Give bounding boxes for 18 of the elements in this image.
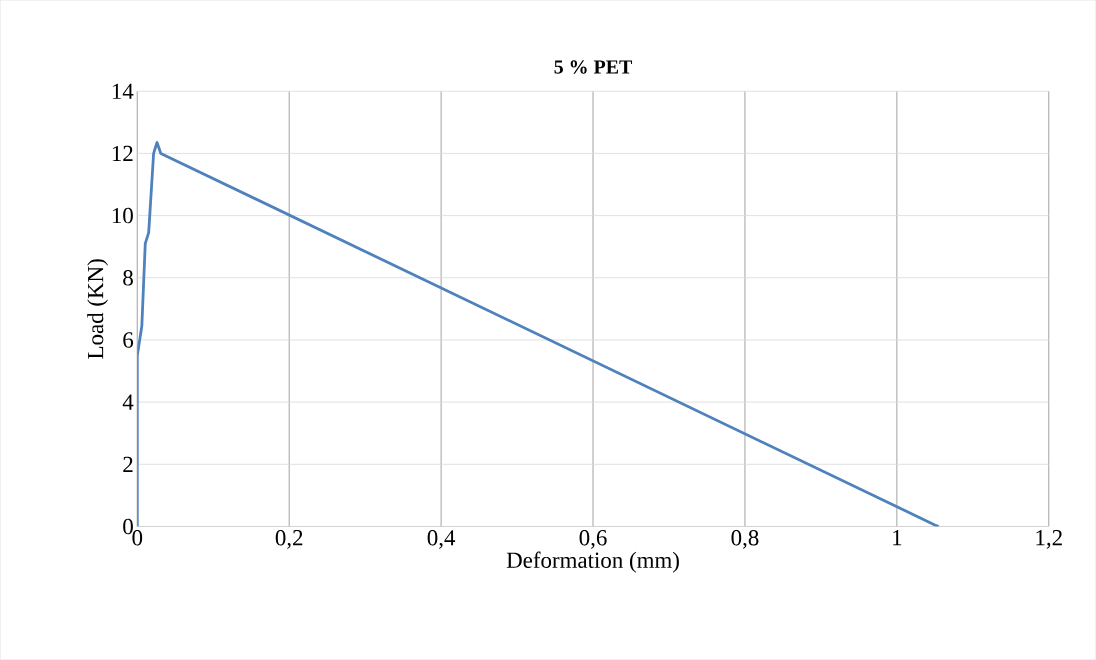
y-tick-label: 4 bbox=[122, 394, 134, 410]
x-axis-title: Deformation (mm) bbox=[506, 551, 679, 573]
x-tick-label: 0,8 bbox=[731, 530, 759, 549]
y-tick-label: 6 bbox=[123, 332, 134, 348]
y-tick-label: 14 bbox=[112, 83, 134, 99]
chart-title: 5 % PET bbox=[554, 60, 633, 74]
x-tick-label: 1 bbox=[893, 530, 902, 546]
x-tick-label: 0,4 bbox=[427, 530, 456, 549]
x-tick-label: 0,2 bbox=[275, 530, 303, 549]
y-tick-label: 0 bbox=[123, 518, 133, 535]
x-tick-label: 0,6 bbox=[579, 530, 607, 549]
y-tick-label: 2 bbox=[123, 456, 133, 473]
y-tick-label: 12 bbox=[112, 145, 133, 162]
y-axis-title: Load (KN) bbox=[87, 259, 108, 359]
x-tick-label: 1,2 bbox=[1036, 530, 1062, 549]
line-series bbox=[137, 141, 941, 527]
y-tick-label: 10 bbox=[112, 207, 133, 224]
y-tick-label: 8 bbox=[123, 270, 133, 286]
